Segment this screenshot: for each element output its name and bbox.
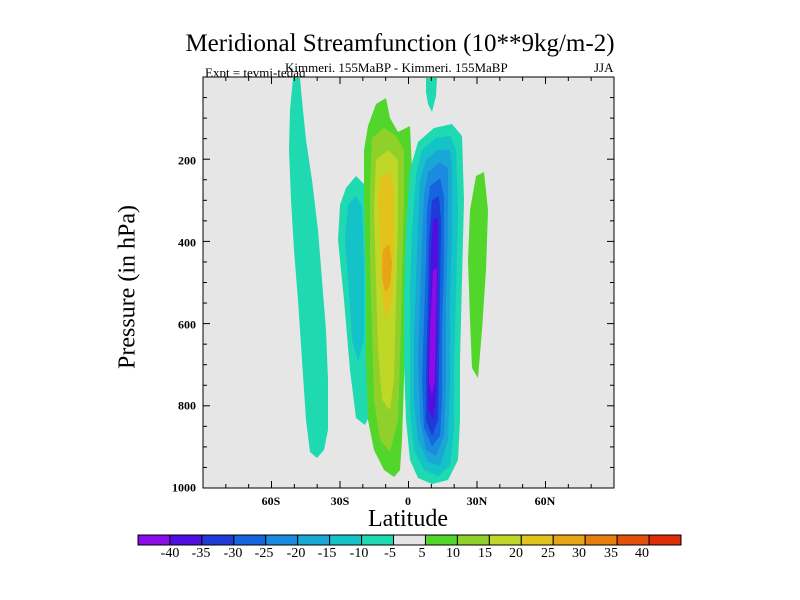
y-tick-label: 1000 — [172, 480, 196, 495]
x-tick-label: 60N — [534, 494, 556, 508]
colorbar-label: -20 — [286, 546, 306, 561]
colorbar-swatch — [552, 534, 586, 546]
colorbar-label: -30 — [223, 546, 243, 561]
colorbar-label: 40 — [635, 546, 649, 561]
colorbar-swatch — [424, 534, 458, 546]
contour-negative-40 — [429, 268, 437, 396]
colorbar-label: 30 — [572, 546, 586, 561]
chart-subtitle: Kimmeri. 155MaBP - Kimmeri. 155MaBP — [285, 60, 508, 75]
contour-far-south-band — [289, 78, 328, 458]
contour-south-band-inner — [345, 196, 364, 362]
colorbar-swatch — [233, 534, 267, 546]
y-tick-label: 200 — [178, 153, 196, 168]
colorbar-label: -5 — [384, 546, 396, 561]
colorbar-swatch — [201, 534, 235, 546]
contour-north-band — [468, 172, 488, 378]
colorbar-swatch — [616, 534, 650, 546]
colorbar-label: -25 — [254, 546, 274, 561]
chart-title: Meridional Streamfunction (10**9kg/m-2) — [185, 30, 615, 57]
colorbar-swatch — [297, 534, 331, 546]
colorbar-label: -10 — [349, 546, 369, 561]
colorbar-label: 10 — [446, 546, 460, 561]
season-label: JJA — [594, 60, 614, 75]
colorbar-swatch — [648, 534, 682, 546]
colorbar-swatch — [329, 534, 363, 546]
colorbar-label: 15 — [478, 546, 492, 561]
axis-ticks — [202, 76, 615, 489]
colorbar-swatch — [169, 534, 203, 546]
colorbar-label: 5 — [418, 546, 426, 561]
colorbar-label: -40 — [160, 546, 180, 561]
colorbar-swatch — [520, 534, 554, 546]
colorbar-swatch — [393, 534, 426, 546]
y-tick-label: 400 — [178, 235, 196, 250]
colorbar-label: -15 — [317, 546, 337, 561]
colorbar-label: 35 — [604, 546, 618, 561]
colorbar-label: 25 — [541, 546, 555, 561]
y-tick-label: 600 — [178, 317, 196, 332]
colorbar-swatch — [137, 534, 171, 546]
x-tick-label: 0 — [405, 494, 411, 508]
experiment-label: Expt = tevmi-tedaq — [205, 65, 306, 80]
x-tick-label: 30S — [330, 494, 350, 508]
colorbar-swatch — [361, 534, 395, 546]
colorbar-label: -35 — [191, 546, 211, 561]
x-tick-label: 60S — [261, 494, 281, 508]
colorbar-swatch — [265, 534, 299, 546]
colorbar-swatch — [584, 534, 618, 546]
x-axis-label: Latitude — [368, 506, 448, 532]
colorbar-swatch — [488, 534, 522, 546]
contour-positive-25 — [382, 244, 392, 292]
x-tick-label: 30N — [466, 494, 488, 508]
y-tick-label: 800 — [178, 398, 196, 413]
colorbar-swatch — [456, 534, 490, 546]
colorbar-label: 20 — [509, 546, 523, 561]
contour-top-north-band — [426, 78, 437, 112]
